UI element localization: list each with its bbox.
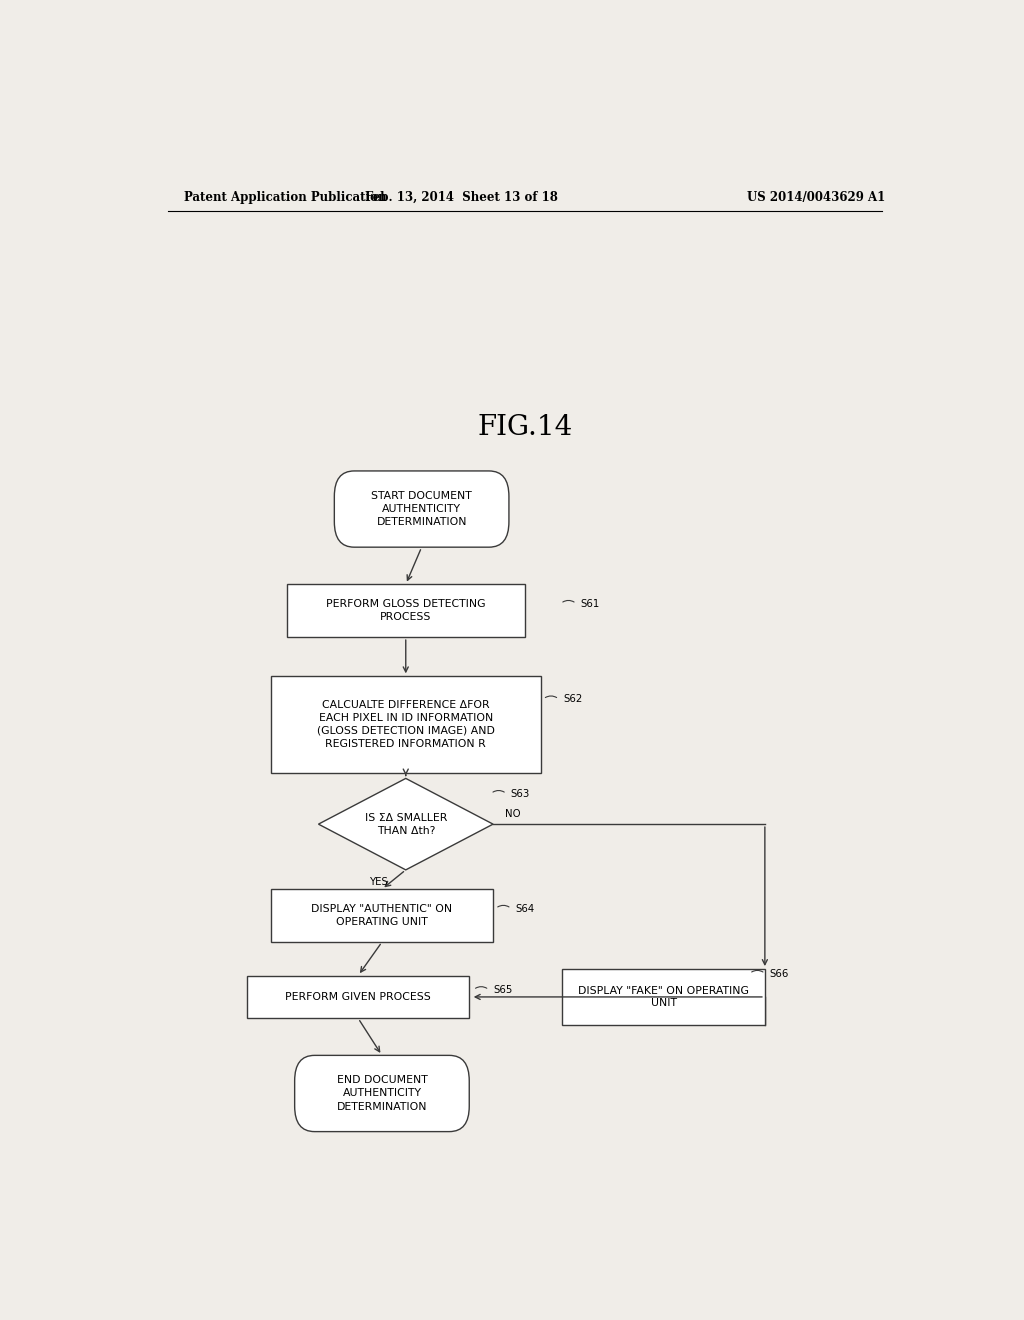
Text: S62: S62 — [563, 694, 582, 704]
Text: S65: S65 — [494, 985, 512, 995]
Bar — [562, 969, 765, 1024]
Text: S63: S63 — [511, 788, 529, 799]
Text: Patent Application Publication: Patent Application Publication — [183, 190, 386, 203]
Text: START DOCUMENT
AUTHENTICITY
DETERMINATION: START DOCUMENT AUTHENTICITY DETERMINATIO… — [372, 491, 472, 527]
Text: CALCUALTE DIFFERENCE ΔFOR
EACH PIXEL IN ID INFORMATION
(GLOSS DETECTION IMAGE) A: CALCUALTE DIFFERENCE ΔFOR EACH PIXEL IN … — [316, 701, 495, 748]
Bar — [270, 676, 541, 772]
Bar — [270, 890, 494, 942]
Text: IS ΣΔ SMALLER
THAN Δth?: IS ΣΔ SMALLER THAN Δth? — [365, 813, 446, 836]
Polygon shape — [318, 779, 494, 870]
Text: PERFORM GIVEN PROCESS: PERFORM GIVEN PROCESS — [286, 991, 431, 1002]
Text: US 2014/0043629 A1: US 2014/0043629 A1 — [748, 190, 886, 203]
Text: FIG.14: FIG.14 — [477, 414, 572, 441]
Bar — [247, 975, 469, 1018]
Text: S61: S61 — [581, 598, 600, 609]
Text: S66: S66 — [769, 969, 788, 978]
FancyBboxPatch shape — [334, 471, 509, 548]
FancyBboxPatch shape — [295, 1056, 469, 1131]
Text: S64: S64 — [515, 903, 535, 913]
Text: NO: NO — [505, 809, 520, 818]
Text: DISPLAY "FAKE" ON OPERATING
UNIT: DISPLAY "FAKE" ON OPERATING UNIT — [579, 986, 750, 1008]
Text: YES: YES — [370, 876, 389, 887]
Bar — [287, 585, 525, 638]
Text: PERFORM GLOSS DETECTING
PROCESS: PERFORM GLOSS DETECTING PROCESS — [326, 599, 485, 622]
Text: Feb. 13, 2014  Sheet 13 of 18: Feb. 13, 2014 Sheet 13 of 18 — [365, 190, 558, 203]
Text: END DOCUMENT
AUTHENTICITY
DETERMINATION: END DOCUMENT AUTHENTICITY DETERMINATION — [337, 1076, 427, 1111]
Text: DISPLAY "AUTHENTIC" ON
OPERATING UNIT: DISPLAY "AUTHENTIC" ON OPERATING UNIT — [311, 904, 453, 927]
